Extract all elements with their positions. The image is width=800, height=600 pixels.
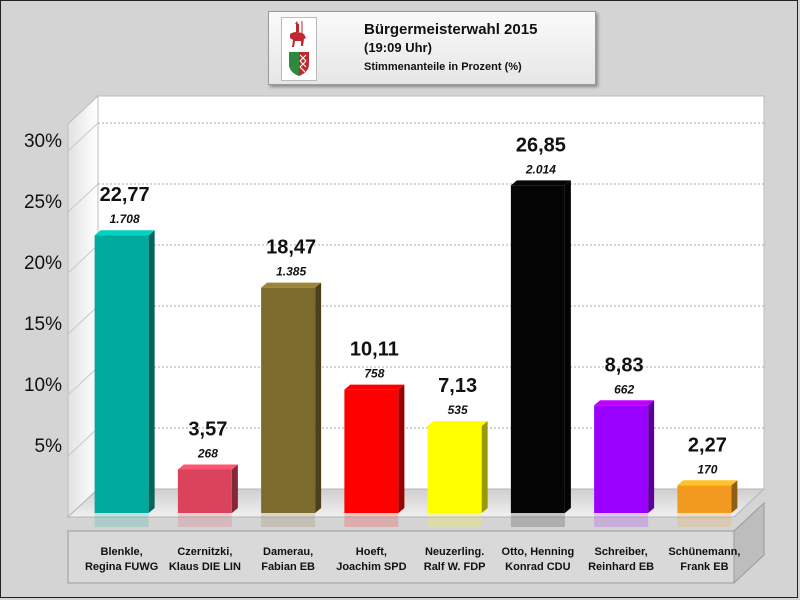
y-tick-label: 5% [35,436,63,457]
y-tick-label: 20% [24,253,62,274]
gridline-side [67,244,99,274]
bar-count-label: 662 [614,382,634,396]
gridline-side [67,427,99,457]
chart-time: (19:09 Uhr) [364,40,432,55]
bar-value-label: 18,47 [266,237,316,259]
bar-count-label: 2.014 [525,162,556,176]
bar [677,485,732,513]
bar-top [510,180,571,186]
bar-side [648,400,655,513]
bar-value-label: 10,11 [350,339,399,361]
bar-reflection [177,513,232,527]
bar-side [231,464,238,513]
category-label: Otto, Henning [502,546,575,558]
bar-top [94,230,155,236]
bar-count-label: 758 [364,367,384,381]
bar-side [481,421,488,513]
bar-count-label: 170 [697,462,717,476]
bar-top [344,384,405,390]
bar-side [564,180,571,513]
bar-side [731,480,738,513]
bar-value-label: 3,57 [188,418,227,440]
bar-top [677,480,738,486]
category-label: Czernitzki, [177,546,232,558]
bar [261,287,316,513]
bar [177,469,232,513]
bar-count-label: 1.708 [110,212,140,226]
title-box: Bürgermeisterwahl 2015 (19:09 Uhr) Stimm… [268,11,596,85]
gridline-side [67,305,99,335]
category-label: Konrad CDU [505,561,570,573]
bar-value-label: 22,77 [100,184,150,206]
category-label: Schünemann, [668,546,740,558]
bar [427,426,482,513]
bar [510,185,565,513]
bar-reflection [261,513,316,527]
bar-reflection [677,513,732,527]
bar-value-label: 26,85 [516,134,566,156]
bar-side [148,230,155,513]
bar [344,389,399,513]
bar-reflection [594,513,649,527]
y-tick-label: 15% [24,314,62,335]
category-label: Frank EB [680,561,728,573]
category-label: Regina FUWG [85,561,158,573]
bar-value-label: 8,83 [605,354,644,376]
bar-reflection [510,513,565,527]
category-label: Neuzerling. [425,546,484,558]
bar-side [398,384,405,513]
bar-top [594,400,655,406]
y-tick-label: 25% [24,192,62,213]
coat-of-arms-logo [281,17,317,81]
bar [94,235,149,513]
category-label: Fabian EB [261,561,315,573]
gridline-side [67,183,99,213]
bar-count-label: 268 [197,446,218,460]
y-tick-label: 30% [24,131,62,152]
category-label: Blenkle, [101,546,143,558]
category-label: Damerau, [263,546,313,558]
bar-top [177,464,238,470]
category-label: Ralf W. FDP [424,561,486,573]
gridline-side [67,366,99,396]
chart-subtitle: Stimmenanteile in Prozent (%) [364,61,522,73]
bar-value-label: 7,13 [438,375,477,397]
category-box [67,530,735,584]
category-label: Klaus DIE LIN [169,561,241,573]
bar-count-label: 1.385 [276,265,306,279]
chart-title: Bürgermeisterwahl 2015 [364,21,538,38]
y-tick-label: 10% [24,375,62,396]
gridline-side [67,122,99,152]
bar-count-label: 535 [448,403,468,417]
left-wall [67,94,99,519]
category-label: Hoeft, [356,546,387,558]
category-label: Reinhard EB [588,561,654,573]
bar-reflection [344,513,399,527]
bar-value-label: 2,27 [688,434,727,456]
bar-top [261,282,322,288]
bar-side [315,282,322,513]
chart-floor [66,488,766,518]
bar [594,405,649,513]
bar-reflection [427,513,482,527]
category-label: Joachim SPD [336,561,406,573]
category-label: Schreiber, [595,546,648,558]
bar-top [427,421,488,427]
bar-reflection [94,513,149,527]
